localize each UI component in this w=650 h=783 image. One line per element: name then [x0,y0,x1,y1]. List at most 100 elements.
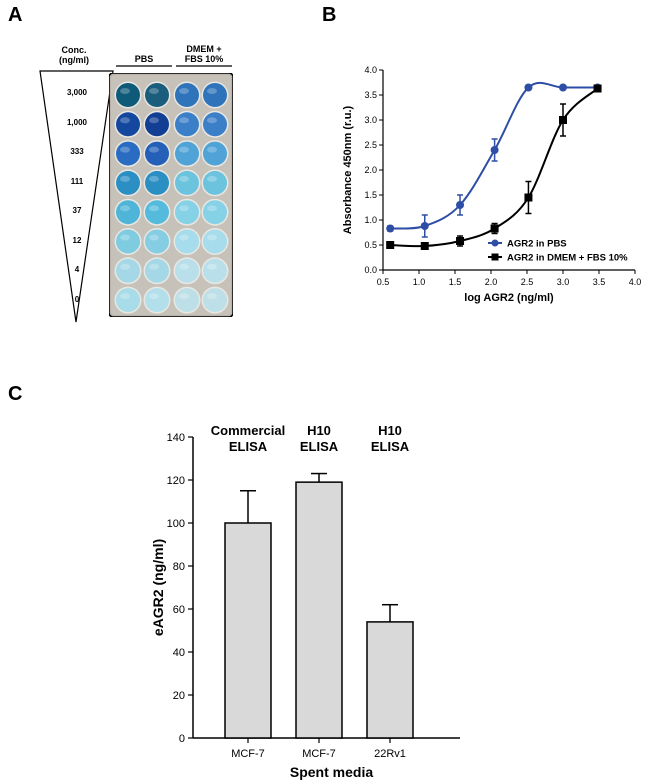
panel-b-letter: B [322,4,337,26]
y-tick-label: 2.0 [364,165,377,175]
x-tick-label: 22Rv1 [374,748,406,760]
data-point [559,83,567,92]
plate-well [143,110,171,138]
plate-well [201,81,229,109]
plate-background [111,75,231,315]
x-tick-label: 2.0 [485,277,498,287]
concentration-triangle [39,70,114,323]
header-underlines [116,65,232,67]
y-tick-label: 3.5 [364,90,377,100]
plate-well [114,286,142,314]
x-axis-label: log AGR2 (ng/ml) [464,292,554,304]
y-axis-label: Absorbance 450nm (r.u.) [342,105,354,234]
plate-well [114,169,142,197]
data-point [420,222,429,230]
plate-well [143,228,171,255]
plate-well [173,228,201,255]
plate-well [114,140,142,168]
y-tick-label: 140 [167,432,185,444]
col-header-dmem-line2: FBS 10% [184,54,224,64]
bar-annotation: ELISA [229,439,268,454]
conc-label: Conc. (ng/ml) [44,45,104,65]
plate-well [201,257,229,285]
plate-well [173,198,201,226]
y-tick-label: 0.0 [364,265,377,275]
panel-a-letter: A [8,4,23,26]
data-point [593,84,602,93]
plate-well [173,169,201,197]
plate-well [143,140,171,168]
plate-well [143,169,171,197]
data-point [386,224,395,233]
concentration-label: 3,000 [66,88,88,97]
concentration-label: 333 [70,147,84,156]
col-header-dmem: DMEM + FBS 10% [178,44,230,64]
legend-label: AGR2 in PBS [507,239,567,250]
plate-well [201,140,229,168]
concentration-label: 12 [72,235,82,245]
plate-well [143,198,171,226]
data-point [386,241,395,249]
dose-response-chart: 0.00.51.01.52.02.53.03.54.00.5 1.0 1.5 2.0 2… [342,65,642,304]
legend-marker [491,253,499,261]
x-tick-label: MCF-7 [231,748,265,760]
concentration-label: 0 [74,294,80,304]
eagr2-bar-chart: 0 20 40 60 80 100 120 140 eAGR2 (ng/ml) MCF-7 Comm… [150,423,460,780]
data-point [559,116,567,124]
plate-well [201,169,229,197]
y-axis-label: eAGR2 (ng/ml) [150,539,166,636]
bar-annotation: H10 [307,423,331,438]
plate-well [114,257,142,285]
plate-well [114,81,142,109]
x-tick-label: 2.5 [521,277,534,287]
data-point [456,237,465,245]
panel-c-letter: C [8,383,23,405]
col-header-pbs: PBS [134,54,154,64]
bar-annotation: ELISA [371,439,410,454]
y-tick-label: 2.5 [364,140,377,150]
x-tick-label: 0.5 [377,277,390,287]
plate-well [173,286,201,314]
plate-well [143,81,171,109]
bar [366,621,414,739]
plate-well [114,110,142,138]
plate-well [173,140,201,168]
bar-annotation: H10 [378,423,402,438]
y-tick-label: 120 [167,475,185,487]
concentration-label: 4 [74,265,80,274]
data-point [524,193,533,202]
plate-well [143,257,171,285]
concentration-label: 111 [70,176,84,186]
bar [224,522,272,739]
series-line [390,87,599,248]
x-tick-label: 4.0 [629,277,642,287]
y-tick-label: 40 [173,647,185,659]
x-tick-label: 3.0 [557,277,570,287]
conc-label-line2: (ng/ml) [59,55,89,65]
bar-annotation: ELISA [300,439,339,454]
y-tick-label: 20 [173,690,185,702]
bar-annotation: Commercial [211,423,285,438]
x-tick-label: 1.5 [449,277,462,287]
plate-well [173,81,201,109]
plate-well [173,110,201,138]
data-point [490,146,499,154]
bar [295,481,343,739]
plate-well [173,257,201,285]
x-tick-label: MCF-7 [302,748,336,760]
concentration-label: 1,000 [66,117,88,127]
col-header-dmem-line1: DMEM + [186,44,222,54]
elisa-plate-photo [109,73,233,317]
plate-well [201,228,229,255]
y-tick-label: 100 [167,518,185,530]
data-point [490,224,499,233]
y-tick-label: 1.5 [364,190,377,200]
conc-label-line1: Conc. [61,45,87,55]
data-point [456,201,465,209]
y-tick-label: 80 [173,561,185,573]
plate-well [201,198,229,226]
x-tick-label: 1.0 [413,277,426,287]
panel-a: Conc. (ng/ml) 3,000 1,000 333 111 37 12 4 0 PBS… [0,0,250,330]
y-tick-label: 4.0 [364,65,377,75]
plate-well [114,228,142,255]
